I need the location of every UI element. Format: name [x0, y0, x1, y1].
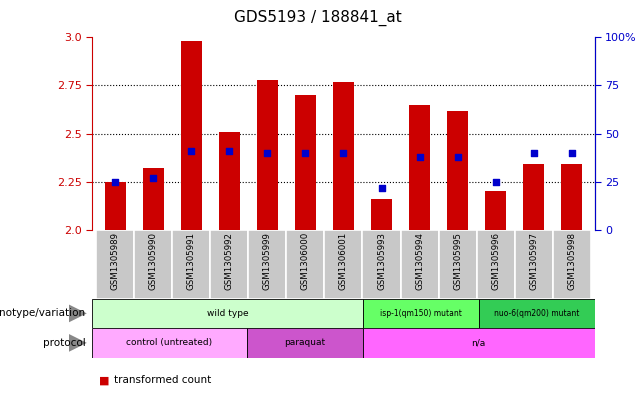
Text: ■: ■ — [99, 375, 109, 386]
Point — [453, 154, 463, 160]
Text: protocol: protocol — [43, 338, 86, 348]
Bar — [257, 80, 278, 230]
Text: GSM1306000: GSM1306000 — [301, 232, 310, 290]
Bar — [324, 230, 363, 299]
Text: wild type: wild type — [207, 309, 248, 318]
Bar — [96, 230, 134, 299]
Bar — [172, 230, 211, 299]
Point — [262, 150, 272, 156]
Text: genotype/variation: genotype/variation — [0, 309, 86, 318]
Point — [529, 150, 539, 156]
Text: GSM1305997: GSM1305997 — [529, 232, 538, 290]
Text: transformed count: transformed count — [114, 375, 212, 386]
Bar — [439, 230, 476, 299]
Bar — [286, 230, 324, 299]
Text: GSM1305994: GSM1305994 — [415, 232, 424, 290]
Bar — [333, 82, 354, 230]
Text: nuo-6(qm200) mutant: nuo-6(qm200) mutant — [494, 309, 579, 318]
Point — [224, 148, 234, 154]
Bar — [363, 230, 401, 299]
Polygon shape — [69, 305, 86, 322]
Text: isp-1(qm150) mutant: isp-1(qm150) mutant — [380, 309, 462, 318]
Point — [338, 150, 349, 156]
Text: GSM1305993: GSM1305993 — [377, 232, 386, 290]
Text: GSM1305996: GSM1305996 — [491, 232, 500, 290]
Point — [567, 150, 577, 156]
Bar — [104, 182, 125, 230]
Bar — [92, 299, 363, 328]
Text: GSM1305992: GSM1305992 — [225, 232, 234, 290]
Point — [490, 178, 501, 185]
Point — [186, 148, 197, 154]
Text: GSM1305989: GSM1305989 — [111, 232, 120, 290]
Bar — [295, 95, 316, 230]
Point — [110, 178, 120, 185]
Text: GSM1305999: GSM1305999 — [263, 232, 272, 290]
Text: n/a: n/a — [471, 338, 486, 347]
Point — [300, 150, 310, 156]
Bar — [523, 164, 544, 230]
Text: GSM1306001: GSM1306001 — [339, 232, 348, 290]
Bar — [211, 230, 248, 299]
Point — [415, 154, 425, 160]
Point — [377, 184, 387, 191]
Bar — [142, 168, 163, 230]
Bar — [247, 328, 363, 358]
Bar — [371, 199, 392, 230]
Bar — [515, 230, 553, 299]
Bar — [219, 132, 240, 230]
Bar — [134, 230, 172, 299]
Bar — [248, 230, 286, 299]
Text: control (untreated): control (untreated) — [127, 338, 212, 347]
Bar — [485, 191, 506, 230]
Bar — [553, 230, 591, 299]
Bar — [409, 105, 430, 230]
Bar — [562, 164, 583, 230]
Bar — [92, 328, 247, 358]
Bar — [476, 230, 515, 299]
Text: GSM1305990: GSM1305990 — [149, 232, 158, 290]
Text: paraquat: paraquat — [284, 338, 326, 347]
Polygon shape — [69, 334, 86, 352]
Bar — [363, 299, 479, 328]
Text: GSM1305998: GSM1305998 — [567, 232, 576, 290]
Text: GDS5193 / 188841_at: GDS5193 / 188841_at — [234, 9, 402, 26]
Bar — [447, 110, 468, 230]
Point — [148, 175, 158, 181]
Text: GSM1305995: GSM1305995 — [453, 232, 462, 290]
Bar — [479, 299, 595, 328]
Text: GSM1305991: GSM1305991 — [187, 232, 196, 290]
Bar — [363, 328, 595, 358]
Bar — [181, 41, 202, 230]
Bar — [401, 230, 439, 299]
